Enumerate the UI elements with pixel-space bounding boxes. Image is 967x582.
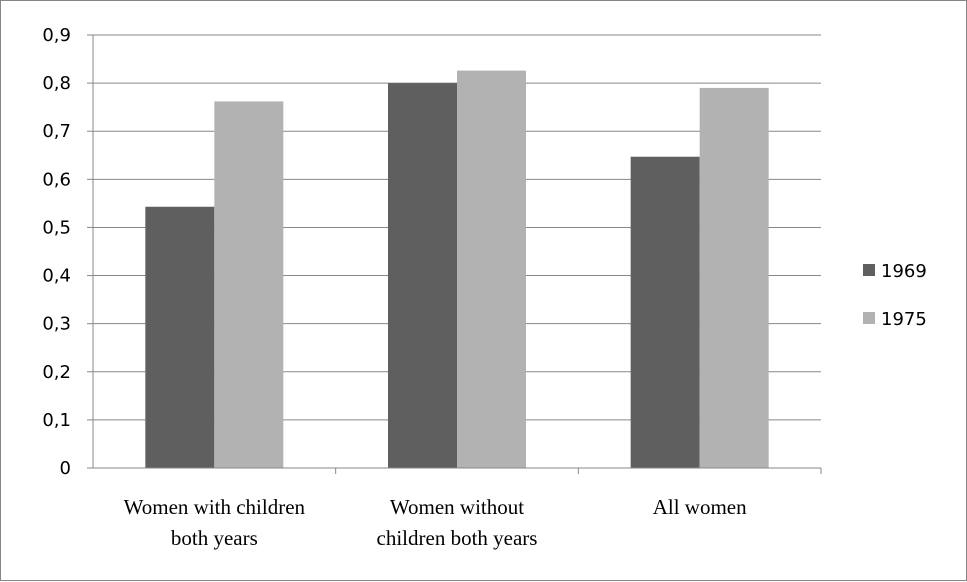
y-tick-label: 0,6 (42, 169, 71, 190)
bar-1975-2 (699, 87, 769, 468)
legend-swatch-1975 (863, 312, 875, 324)
y-tick-label: 0,3 (42, 314, 71, 335)
y-tick-label: 0,5 (42, 217, 71, 238)
bar-1969-2 (630, 156, 700, 468)
legend-label-1969: 1969 (881, 261, 927, 282)
y-tick-labels: 0 0,1 0,2 0,3 0,4 0,5 0,6 0,7 0,8 0,9 (42, 25, 71, 479)
bar-1975-1 (457, 70, 526, 468)
x-tick-label: children both years (377, 526, 538, 550)
bars (145, 70, 769, 469)
y-tick-label: 0,4 (42, 266, 71, 287)
y-tick-label: 0,2 (42, 362, 71, 383)
legend: 1969 1975 (863, 261, 927, 330)
bar-1975-0 (214, 101, 284, 468)
x-tick-labels: Women with children both years Women witho… (124, 495, 748, 550)
y-tick-label: 0 (60, 458, 71, 479)
y-tick-label: 0,8 (42, 73, 71, 94)
bar-1969-0 (145, 206, 215, 469)
axes (87, 34, 822, 474)
y-tick-label: 0,7 (42, 121, 71, 142)
x-tick-label: Women with children (124, 495, 306, 519)
x-tick-label: All women (653, 495, 747, 519)
x-tick-label: Women without (390, 495, 524, 519)
y-tick-label: 0,9 (42, 25, 71, 46)
bar-1969-1 (388, 83, 457, 468)
x-tick-label: both years (171, 526, 258, 550)
legend-label-1975: 1975 (881, 309, 927, 330)
y-tick-label: 0,1 (42, 410, 71, 431)
legend-swatch-1969 (863, 264, 875, 276)
